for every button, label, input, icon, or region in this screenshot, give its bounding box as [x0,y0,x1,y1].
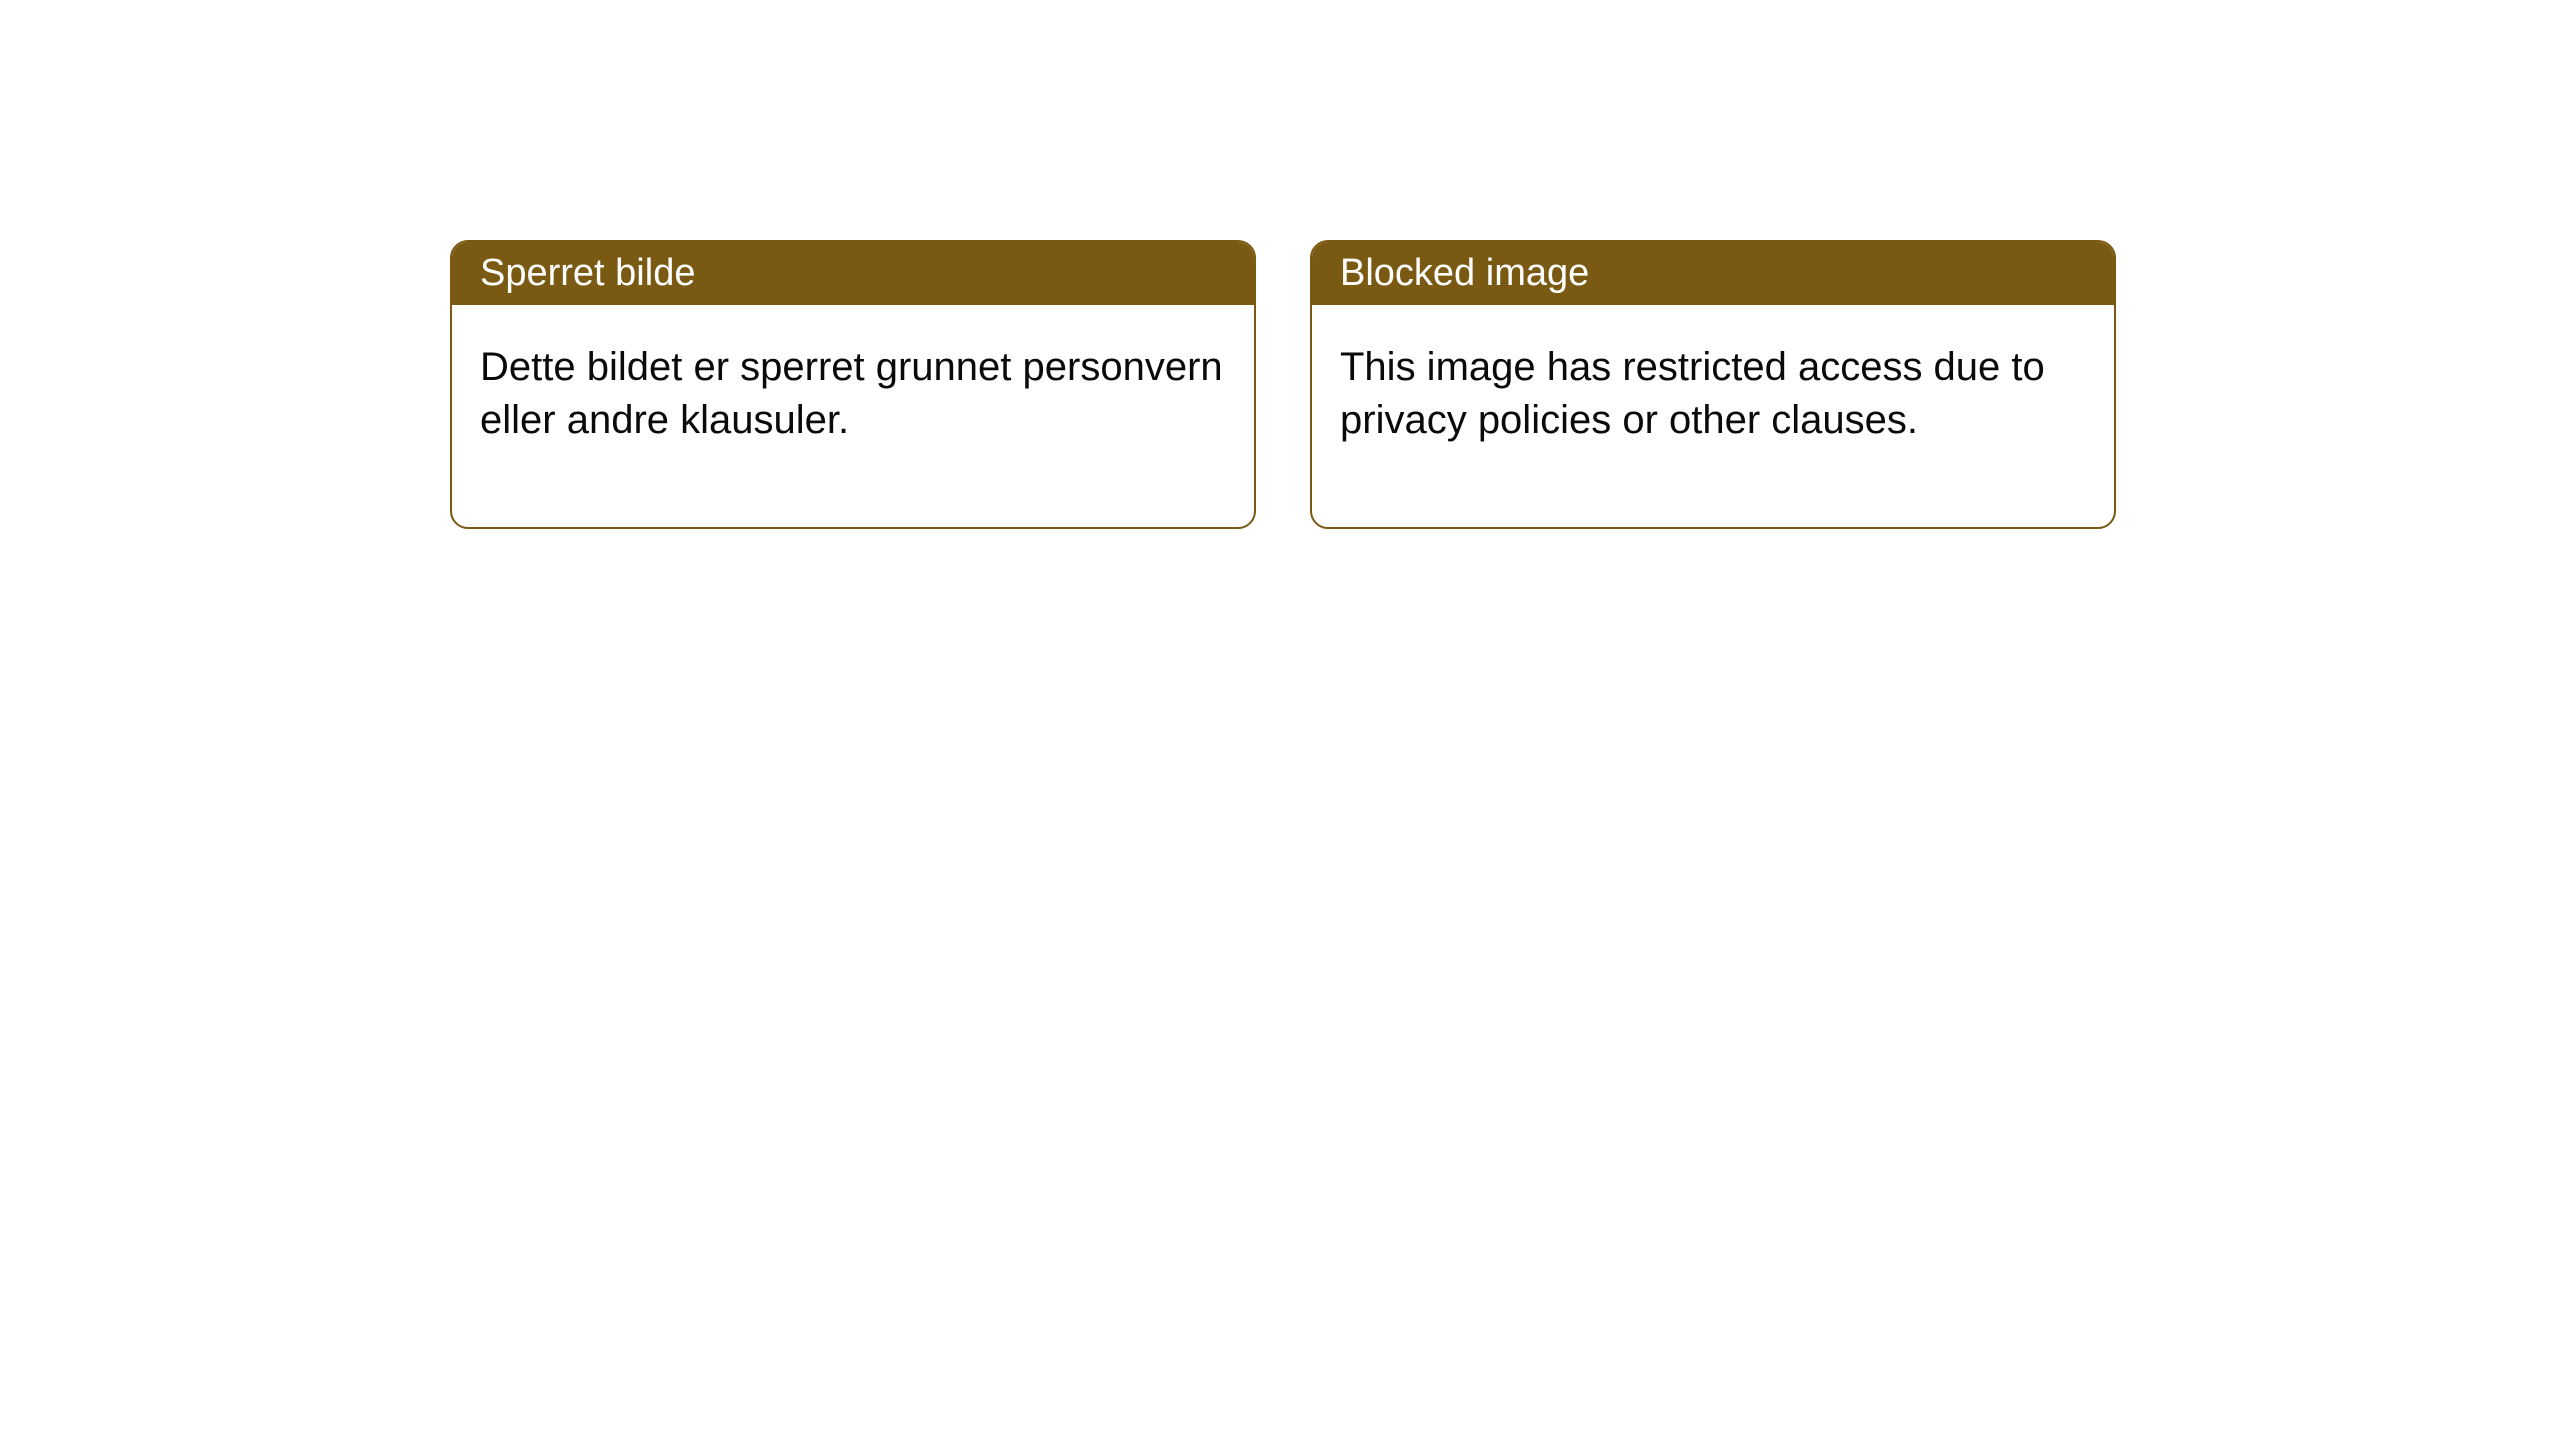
notice-card-body: Dette bildet er sperret grunnet personve… [452,305,1254,527]
notice-card-body: This image has restricted access due to … [1312,305,2114,527]
notice-card-header: Sperret bilde [452,242,1254,305]
notice-card-english: Blocked image This image has restricted … [1310,240,2116,529]
notice-card-norwegian: Sperret bilde Dette bildet er sperret gr… [450,240,1256,529]
notice-container: Sperret bilde Dette bildet er sperret gr… [0,0,2560,529]
notice-card-header: Blocked image [1312,242,2114,305]
